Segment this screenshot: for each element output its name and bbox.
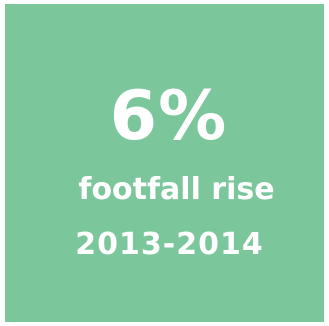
stat-value: 6% xyxy=(109,77,228,156)
stat-tile: 6% footfall rise 2013-2014 xyxy=(5,4,324,322)
stat-period: 2013-2014 xyxy=(75,227,264,262)
stat-label: footfall rise xyxy=(78,172,275,207)
